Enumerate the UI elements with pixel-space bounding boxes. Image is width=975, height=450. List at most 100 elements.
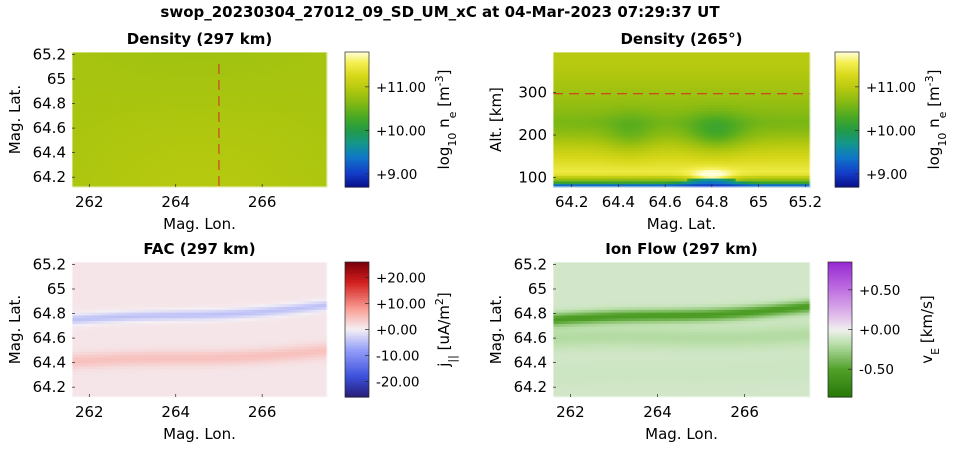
heatmap-cell <box>137 136 141 140</box>
heatmap-cell <box>123 167 127 171</box>
heatmap-cell <box>117 178 121 182</box>
heatmap-cell <box>83 122 87 126</box>
heatmap-cell <box>134 80 138 84</box>
heatmap-cell <box>100 105 104 109</box>
heatmap-cell <box>120 88 124 92</box>
heatmap-cell <box>103 54 107 59</box>
heatmap-cell <box>140 153 144 157</box>
heatmap-cell <box>123 60 127 64</box>
heatmap-cell <box>97 147 101 152</box>
heatmap-cell <box>123 161 127 166</box>
heatmap-cell <box>106 108 110 112</box>
heatmap-cell <box>120 136 124 140</box>
heatmap-cell <box>106 156 110 160</box>
heatmap-cell <box>94 156 99 160</box>
heatmap-cell <box>94 150 99 154</box>
heatmap-cell <box>134 66 138 70</box>
heatmap-cell <box>91 175 96 180</box>
heatmap-cell <box>91 113 96 118</box>
heatmap-cell <box>117 60 121 64</box>
heatmap-cell <box>103 99 107 104</box>
heatmap-cell <box>77 153 82 157</box>
heatmap-cell <box>108 181 113 185</box>
heatmap-cell <box>131 91 135 95</box>
heatmap-cell <box>134 184 138 188</box>
heatmap-cell <box>103 71 107 76</box>
heatmap-cell <box>134 122 138 126</box>
heatmap-cell <box>80 127 84 132</box>
heatmap-cell <box>106 63 110 67</box>
heatmap-cell <box>80 105 84 109</box>
heatmap-cell <box>131 57 135 62</box>
heatmap-cell <box>80 122 84 126</box>
heatmap-cell <box>94 139 99 143</box>
heatmap-cell <box>74 119 79 123</box>
heatmap-cell <box>86 91 90 95</box>
heatmap-cell <box>117 184 121 188</box>
heatmap-cell <box>89 102 93 107</box>
heatmap-cell <box>142 105 147 109</box>
heatmap-cell <box>103 170 107 174</box>
heatmap-cell <box>123 71 127 76</box>
heatmap-cell <box>108 57 113 62</box>
heatmap-cell <box>145 74 150 78</box>
heatmap-cell <box>117 111 121 115</box>
heatmap-cell <box>72 119 76 123</box>
heatmap-cell <box>80 113 84 118</box>
heatmap-cell <box>108 71 113 76</box>
heatmap-cell <box>123 172 127 177</box>
heatmap-cell <box>142 57 147 62</box>
heatmap-cell <box>111 102 116 107</box>
heatmap-cell <box>80 74 84 78</box>
heatmap-cell <box>131 60 135 64</box>
heatmap-cell <box>125 116 130 121</box>
heatmap-cell <box>128 52 133 56</box>
heatmap-cell <box>114 119 118 123</box>
heatmap-cell <box>145 68 150 73</box>
heatmap-cell <box>94 111 99 115</box>
heatmap-cell <box>134 142 138 146</box>
heatmap-cell <box>86 54 90 59</box>
heatmap-cell <box>100 82 104 87</box>
heatmap-cell <box>74 97 79 101</box>
heatmap-cell <box>72 147 76 152</box>
heatmap-cell <box>103 164 107 168</box>
heatmap-cell <box>74 105 79 109</box>
heatmap-cell <box>123 147 127 152</box>
heatmap-cell <box>145 52 150 56</box>
heatmap-cell <box>89 116 93 121</box>
heatmap-cell <box>111 66 116 70</box>
heatmap-cell <box>114 77 118 81</box>
heatmap-cell <box>128 108 133 112</box>
heatmap-cell <box>120 105 124 109</box>
heatmap-cell <box>97 82 101 87</box>
heatmap-cell <box>128 77 133 81</box>
heatmap-cell <box>125 167 130 171</box>
heatmap-cell <box>142 77 147 81</box>
heatmap-cell <box>125 158 130 163</box>
heatmap-cell <box>108 108 113 112</box>
heatmap-cell <box>125 77 130 81</box>
heatmap-cell <box>140 142 144 146</box>
heatmap-cell <box>117 71 121 76</box>
heatmap-cell <box>125 91 130 95</box>
heatmap-cell <box>134 97 138 101</box>
heatmap-cell <box>120 184 124 188</box>
heatmap-cell <box>106 88 110 92</box>
heatmap-cell <box>117 133 121 137</box>
heatmap-cell <box>80 85 84 90</box>
heatmap-cell <box>134 150 138 154</box>
heatmap-cell <box>94 97 99 101</box>
heatmap-cell <box>106 105 110 109</box>
heatmap-cell <box>134 88 138 92</box>
heatmap-cell <box>137 139 141 143</box>
heatmap-cell <box>94 167 99 171</box>
heatmap-cell <box>120 158 124 163</box>
heatmap-cell <box>123 133 127 137</box>
heatmap-cell <box>108 111 113 115</box>
heatmap-cell <box>103 119 107 123</box>
heatmap-cell <box>89 113 93 118</box>
heatmap-cell <box>72 133 76 137</box>
heatmap-cell <box>140 57 144 62</box>
heatmap-cell <box>137 80 141 84</box>
